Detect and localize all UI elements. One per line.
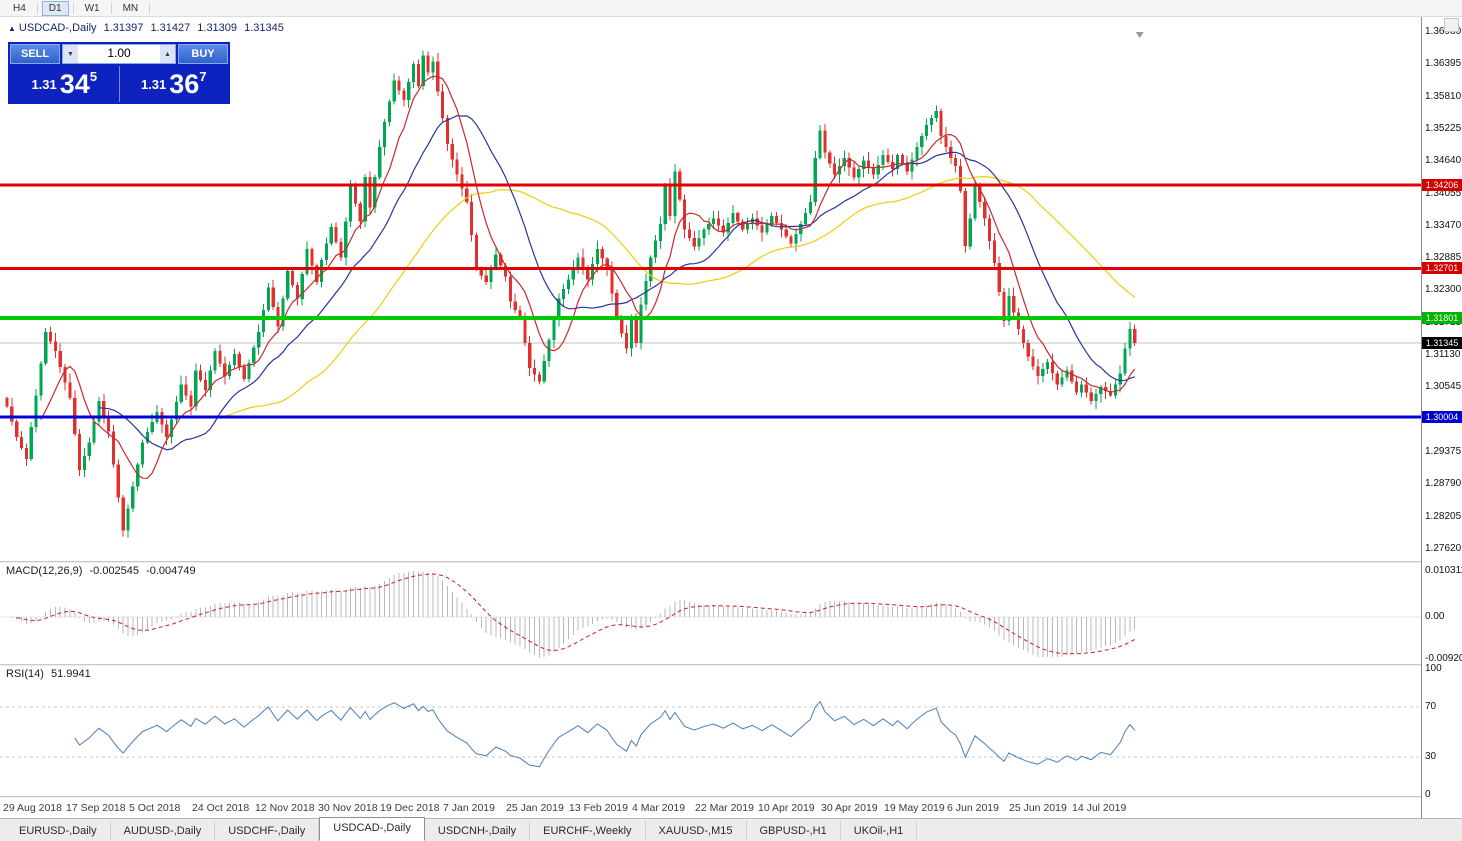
date-axis-label: 30 Apr 2019 [821, 802, 878, 814]
volume-increase-button[interactable]: ▲ [160, 45, 175, 63]
buy-price-small: 1.31 [140, 76, 167, 92]
date-axis-label: 4 Mar 2019 [632, 802, 686, 814]
tab-usdcnh-daily[interactable]: USDCNH-,Daily [425, 821, 531, 841]
rsi-axis-label: 70 [1425, 701, 1437, 712]
price-axis-label: 1.33470 [1425, 220, 1462, 231]
date-axis-label: 6 Jun 2019 [947, 802, 999, 814]
sell-price-big: 34 [59, 69, 90, 99]
price-tag: 1.30004 [1422, 411, 1462, 423]
date-axis-label: 25 Jan 2019 [506, 802, 564, 814]
tab-eurusd-daily[interactable]: EURUSD-,Daily [6, 821, 111, 841]
price-axis-label: 1.32300 [1425, 284, 1462, 295]
main-price-chart[interactable] [0, 17, 1421, 561]
date-axis[interactable]: 29 Aug 2018 17 Sep 2018 5 Oct 2018 24 Oct 2… [0, 798, 1421, 818]
tab-usdcad-daily[interactable]: USDCAD-,Daily [319, 817, 425, 841]
timeframe-d1-button[interactable]: D1 [41, 0, 69, 16]
toolbar-separator [110, 2, 112, 14]
timeframe-w1-button[interactable]: W1 [84, 2, 100, 14]
chart-symbol-label: USDCAD-,Daily [18, 22, 97, 34]
one-click-toggle-icon[interactable]: ▲ [8, 24, 16, 33]
macd-axis-label: 0.010311 [1425, 565, 1462, 576]
tab-eurchf-weekly[interactable]: EURCHF-,Weekly [530, 821, 646, 841]
date-axis-label: 30 Nov 2018 [318, 802, 378, 814]
ohlc-low: 1.31309 [197, 22, 238, 34]
macd-label: MACD(12,26,9) -0.002545 -0.004749 [6, 565, 196, 577]
price-axis[interactable]: 1.36980 1.36395 1.35810 1.35225 1.34640 1.340… [1421, 17, 1462, 818]
date-axis-label: 14 Jul 2019 [1072, 802, 1127, 814]
ohlc-close: 1.31345 [244, 22, 284, 34]
tab-audusd-daily[interactable]: AUDUSD-,Daily [111, 821, 216, 841]
price-axis-label: 1.30545 [1425, 381, 1462, 392]
macd-axis-label: 0.00 [1425, 611, 1445, 622]
rsi-label: RSI(14) 51.9941 [6, 668, 91, 680]
date-axis-label: 13 Feb 2019 [569, 802, 628, 814]
rsi-axis-label: 30 [1425, 751, 1437, 762]
price-axis-label: 1.35225 [1425, 123, 1462, 134]
sell-price-display[interactable]: 1.31 34 5 [10, 66, 119, 102]
price-axis-label: 1.35810 [1425, 91, 1462, 102]
chart-shift-marker-icon [1135, 32, 1144, 38]
date-axis-label: 29 Aug 2018 [3, 802, 62, 814]
tab-xauusd-m15[interactable]: XAUUSD-,M15 [646, 821, 747, 841]
timeframe-toolbar: H4 D1 W1 MN [0, 0, 1462, 17]
panel-separator[interactable] [0, 561, 1462, 563]
sell-price-sup: 5 [89, 69, 98, 84]
buy-price-big: 36 [169, 69, 200, 99]
ohlc-open: 1.31397 [103, 22, 144, 34]
tab-gbpusd-h1[interactable]: GBPUSD-,H1 [747, 821, 841, 841]
timeframe-mn-button[interactable]: MN [122, 2, 139, 14]
date-axis-label: 10 Apr 2019 [758, 802, 815, 814]
toolbar-separator [72, 2, 74, 14]
volume-input[interactable]: 1.00 [107, 46, 131, 60]
chart-title-overlay: ▲ USDCAD-,Daily 1.31397 1.31427 1.31309 1… [8, 22, 288, 34]
rsi-axis-label: 100 [1425, 663, 1442, 674]
one-click-trading-panel: SELL ▼ 1.00 ▲ BUY 1.31 34 5 1.31 36 7 [8, 42, 230, 104]
macd-axis-label: -0.009203 [1425, 653, 1462, 664]
date-axis-label: 12 Nov 2018 [255, 802, 315, 814]
window-control-button[interactable] [1444, 18, 1459, 32]
tab-usdchf-daily[interactable]: USDCHF-,Daily [215, 821, 320, 841]
date-axis-label: 7 Jan 2019 [443, 802, 495, 814]
date-axis-label: 22 Mar 2019 [695, 802, 754, 814]
toolbar-separator [149, 2, 151, 14]
price-axis-label: 1.34640 [1425, 155, 1462, 166]
price-axis-label: 1.29375 [1425, 446, 1462, 457]
buy-price-display[interactable]: 1.31 36 7 [118, 66, 228, 102]
date-axis-label: 24 Oct 2018 [192, 802, 250, 814]
price-axis-label: 1.36395 [1425, 58, 1462, 69]
toolbar-separator [36, 2, 38, 14]
volume-stepper: ▼ 1.00 ▲ [62, 44, 176, 64]
price-axis-label: 1.31130 [1425, 349, 1461, 360]
price-axis-label: 1.32885 [1425, 252, 1462, 263]
price-tag: 1.31345 [1422, 337, 1462, 349]
date-axis-label: 19 Dec 2018 [380, 802, 440, 814]
buy-price-sup: 7 [199, 69, 207, 84]
price-tag: 1.31801 [1422, 312, 1462, 324]
rsi-indicator-panel[interactable] [0, 666, 1421, 796]
date-axis-label: 25 Jun 2019 [1009, 802, 1067, 814]
timeframe-h4-button[interactable]: H4 [13, 2, 26, 14]
volume-decrease-button[interactable]: ▼ [63, 45, 78, 63]
sell-price-small: 1.31 [31, 76, 57, 92]
macd-indicator-panel[interactable] [0, 563, 1421, 664]
buy-button[interactable]: BUY [178, 44, 228, 64]
tab-ukoil-h1[interactable]: UKOil-,H1 [841, 821, 918, 841]
price-axis-label: 1.36980 [1425, 26, 1461, 38]
price-axis-label: 1.27620 [1425, 543, 1462, 554]
price-axis-label: 1.34055 [1425, 188, 1462, 199]
date-axis-label: 19 May 2019 [884, 802, 945, 814]
panel-separator[interactable] [0, 796, 1462, 798]
rsi-axis-label: 0 [1425, 789, 1431, 800]
ohlc-high: 1.31427 [150, 22, 191, 34]
date-axis-label: 17 Sep 2018 [66, 802, 126, 814]
price-axis-label: 1.28790 [1425, 478, 1462, 489]
panel-separator[interactable] [0, 664, 1462, 666]
price-tag: 1.32701 [1422, 262, 1462, 274]
sell-button[interactable]: SELL [10, 44, 60, 64]
chart-tab-bar: EURUSD-,Daily AUDUSD-,Daily USDCHF-,Daily U… [0, 817, 1462, 841]
price-tag: 1.34206 [1422, 179, 1462, 191]
price-axis-label: 1.28205 [1425, 511, 1462, 522]
date-axis-label: 5 Oct 2018 [129, 802, 181, 814]
